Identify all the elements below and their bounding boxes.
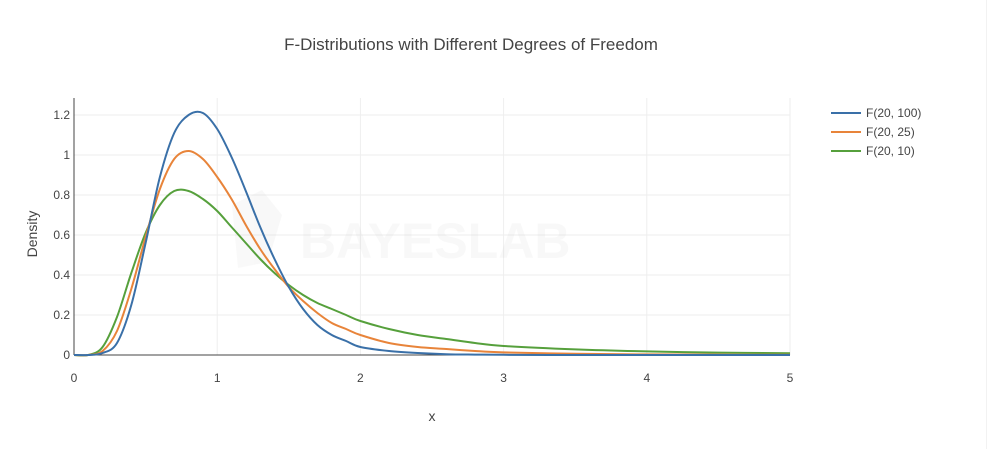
chart-title: F-Distributions with Different Degrees o… [284,35,658,54]
y-tick-label: 0.2 [53,308,70,322]
x-tick-label: 1 [214,371,221,385]
series-lines [73,110,791,357]
x-tick-label: 5 [787,371,794,385]
y-axis-title: Density [24,211,40,258]
y-tick-label: 0 [63,348,70,362]
x-axis-title: x [429,408,436,424]
y-tick-label: 1.2 [53,108,70,122]
legend-label: F(20, 100) [866,106,921,120]
x-tick-label: 0 [71,371,78,385]
series-line-1 [73,110,790,357]
watermark: BAYESLAB [232,190,570,269]
x-axis-ticks: 0 1 2 3 4 5 [71,371,794,385]
legend-label: F(20, 25) [866,125,915,139]
x-tick-label: 3 [500,371,507,385]
y-axis-ticks: 0 0.2 0.4 0.6 0.8 1 1.2 [53,108,70,362]
legend-label: F(20, 10) [866,144,915,158]
series-line-2 [73,150,791,357]
watermark-text: BAYESLAB [300,213,570,269]
y-tick-label: 0.4 [53,268,70,282]
x-tick-label: 2 [357,371,364,385]
x-tick-label: 4 [643,371,650,385]
gridlines [74,98,791,355]
y-tick-label: 1 [63,148,70,162]
y-tick-label: 0.6 [53,228,70,242]
y-tick-label: 0.8 [53,188,70,202]
legend: F(20, 100) F(20, 25) F(20, 10) [831,106,921,158]
